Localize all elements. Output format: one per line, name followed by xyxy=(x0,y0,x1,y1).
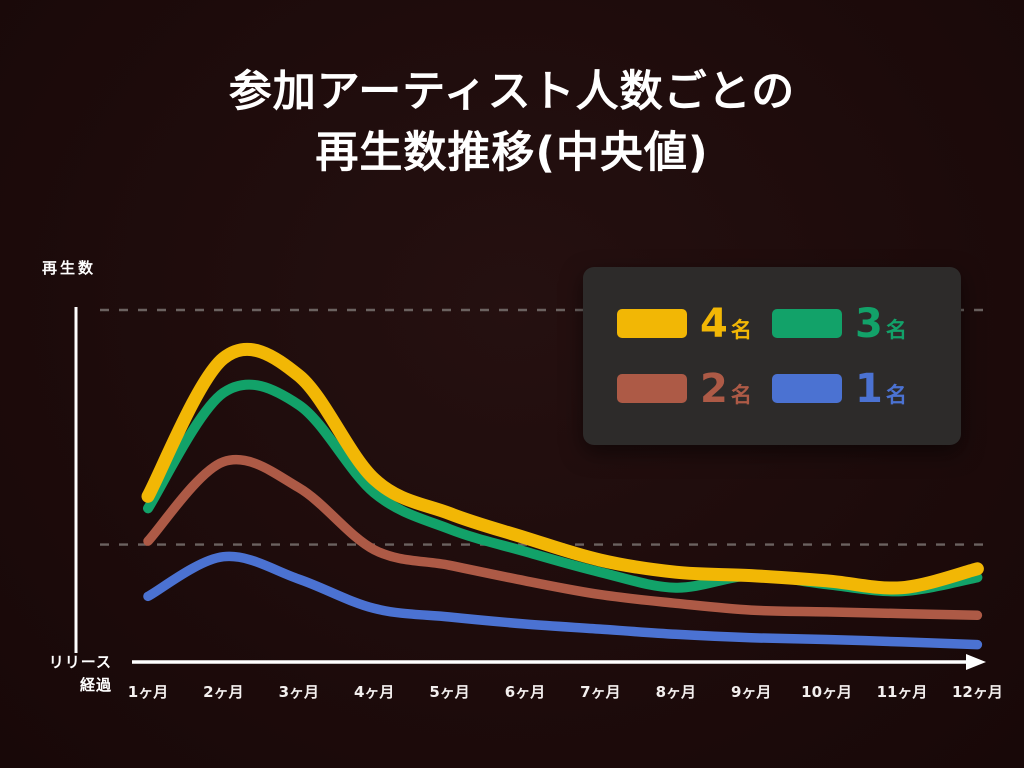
legend-suffix-4: 名 xyxy=(730,317,752,342)
x-axis-label-line1: リリース xyxy=(48,653,112,671)
x-tick-label: 7ヶ月 xyxy=(580,683,620,701)
x-tick-label: 5ヶ月 xyxy=(429,683,469,701)
x-tick-label: 9ヶ月 xyxy=(731,683,771,701)
legend-num-1: 1 xyxy=(855,365,883,412)
chart-title-line1: 参加アーティスト人数ごとの xyxy=(228,67,796,117)
legend-suffix-1: 名 xyxy=(885,382,907,407)
legend-swatch-1 xyxy=(772,374,842,403)
x-tick-label: 2ヶ月 xyxy=(203,683,243,701)
legend-num-3: 3 xyxy=(855,300,883,347)
series-line-2名 xyxy=(143,454,983,621)
legend-suffix-2: 名 xyxy=(730,382,752,407)
legend-num-2: 2 xyxy=(700,365,728,412)
legend-swatch-2 xyxy=(617,374,687,403)
x-axis-arrow-icon xyxy=(966,654,986,670)
x-tick-label: 3ヶ月 xyxy=(279,683,319,701)
series-line-4名 xyxy=(141,342,984,595)
x-tick-label: 6ヶ月 xyxy=(505,683,545,701)
legend-swatch-3 xyxy=(772,309,842,338)
y-axis-label: 再生数 xyxy=(42,259,97,277)
legend-suffix-3: 名 xyxy=(885,317,907,342)
chart-title-line2: 再生数推移(中央値) xyxy=(315,128,709,179)
x-tick-label: 1ヶ月 xyxy=(128,683,168,701)
x-tick-label: 4ヶ月 xyxy=(354,683,394,701)
x-tick-label: 12ヶ月 xyxy=(952,683,1003,701)
series-line-1名 xyxy=(143,551,983,650)
x-axis-label: リリース 経過 xyxy=(24,651,112,696)
chart-title: 参加アーティスト人数ごとの 再生数推移(中央値) xyxy=(0,62,1024,184)
legend-num-4: 4 xyxy=(700,300,728,347)
x-tick-label: 10ヶ月 xyxy=(801,683,852,701)
x-tick-label: 8ヶ月 xyxy=(656,683,696,701)
legend-swatch-4 xyxy=(617,309,687,338)
x-tick-label: 11ヶ月 xyxy=(877,683,928,701)
x-axis-label-line2: 経過 xyxy=(79,675,112,694)
